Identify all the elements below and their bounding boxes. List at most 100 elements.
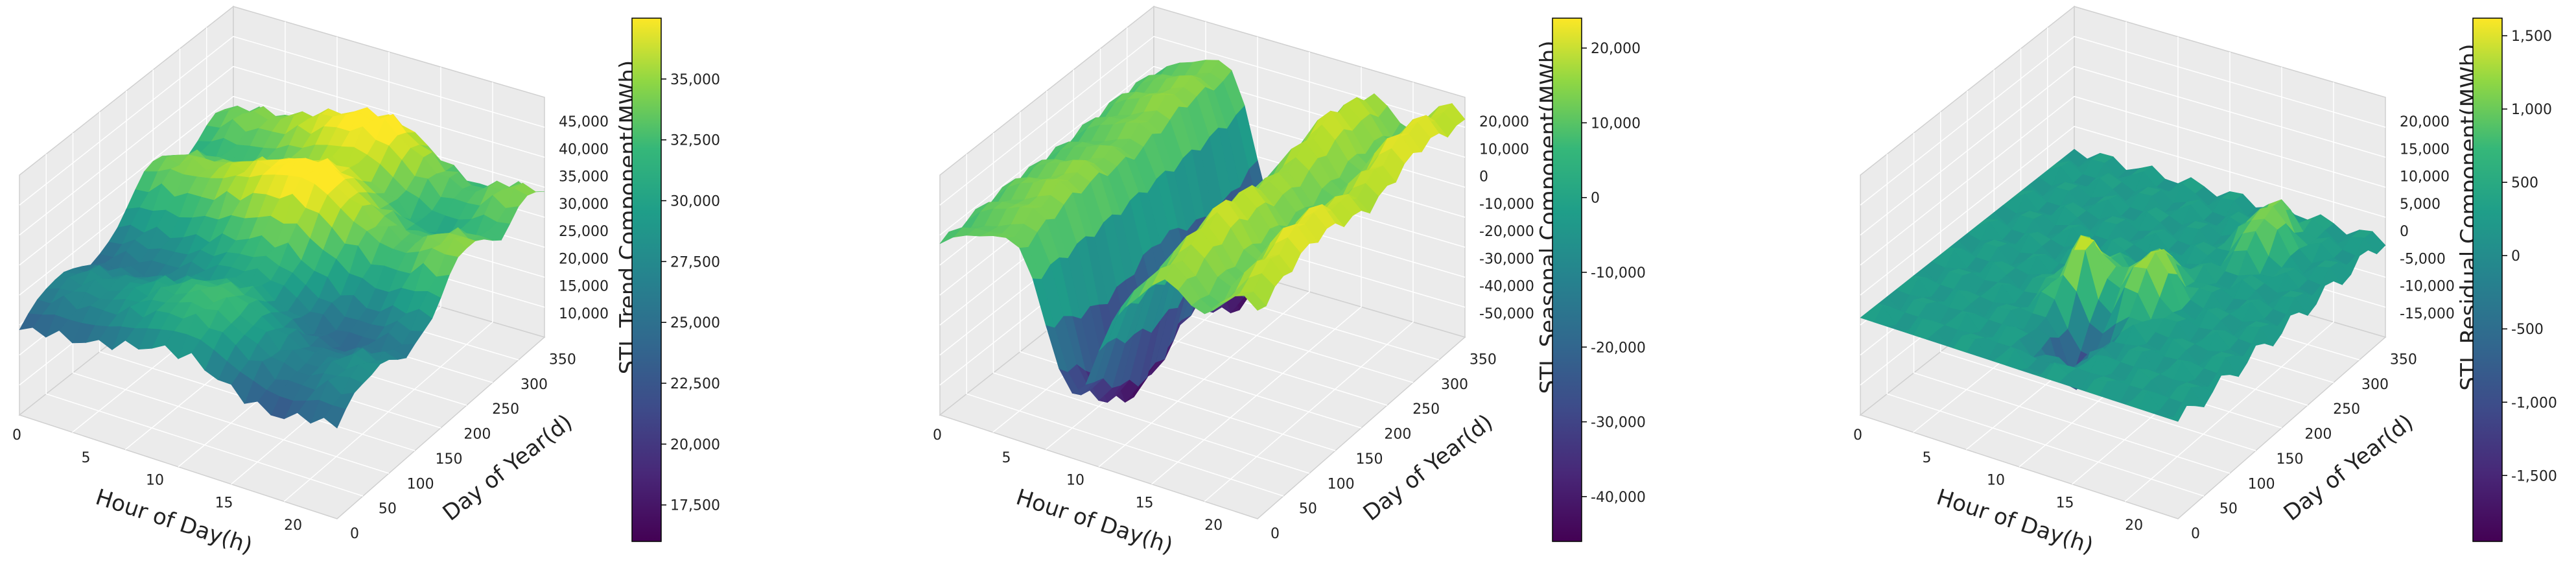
z-tick-label: 0 (1479, 169, 1488, 185)
colorbar-tick-label: -10,000 (1591, 265, 1646, 281)
y-gridline (1886, 154, 2205, 497)
z-tick-label: -10,000 (1479, 196, 1534, 213)
y-tick-label: 250 (492, 401, 519, 418)
y-tick-label: 350 (2390, 352, 2417, 368)
y-axis-label: Day of Year(d) (2279, 409, 2418, 526)
y-tick-label: 0 (1270, 526, 1280, 542)
z-tick-label: -40,000 (1479, 279, 1534, 295)
colorbar-tick-label: 17,500 (670, 498, 720, 514)
y-tick-label: 150 (1356, 451, 1383, 468)
y-tick-label: 150 (436, 451, 463, 468)
y-tick-label: 100 (407, 476, 434, 492)
trend-chart: 0510152005010015020025030035010,00015,00… (12, 5, 720, 559)
z-tick-label: 20,000 (559, 251, 609, 267)
z-tick-label: 15,000 (2400, 141, 2450, 158)
z-tick-label: 40,000 (559, 141, 609, 158)
y-tick-label: 200 (2304, 427, 2332, 443)
colorbar-tick-label: 1,000 (2511, 102, 2552, 118)
colorbar-tick-label: 0 (1591, 191, 1600, 207)
x-gridline (2124, 82, 2334, 502)
y-tick-label: 300 (2361, 377, 2389, 393)
z-tick-label: 20,000 (1479, 114, 1529, 130)
y-tick-label: 350 (549, 352, 576, 368)
x-tick-label: 10 (1987, 473, 2005, 489)
colorbar-tick-label: -20,000 (1591, 340, 1646, 356)
x-gridline (231, 67, 441, 485)
z-tick-label: -20,000 (1479, 224, 1534, 240)
y-tick-label: 250 (2333, 401, 2360, 418)
colorbar (2472, 18, 2503, 542)
y-tick-label: 50 (379, 501, 397, 517)
residual-chart: 05101520050100150200250300350-15,000-10,… (1853, 5, 2557, 559)
x-gridline (1204, 82, 1414, 502)
y-tick-label: 150 (2277, 451, 2304, 468)
x-tick-label: 0 (1853, 427, 1862, 444)
x-tick-label: 5 (82, 450, 91, 466)
z-tick-label: 10,000 (2400, 169, 2450, 185)
y-tick-label: 0 (350, 526, 359, 542)
x-tick-label: 10 (146, 473, 164, 489)
colorbar-tick-label: 30,000 (670, 194, 720, 210)
z-tick-label: -15,000 (2400, 306, 2455, 322)
x-tick-label: 15 (1136, 495, 1154, 511)
colorbar-tick-label: -1,500 (2511, 468, 2557, 484)
surface-patch (1860, 305, 1883, 323)
colorbar (1552, 18, 1582, 542)
colorbar-tick-label: 500 (2511, 175, 2538, 191)
x-tick-label: 20 (2125, 517, 2143, 534)
colorbar-tick-label: 20,000 (670, 437, 720, 453)
y-tick-label: 200 (1384, 427, 1411, 443)
y-tick-label: 350 (1469, 352, 1497, 368)
z-tick-label: 10,000 (1479, 141, 1529, 158)
y-tick-label: 50 (2219, 501, 2238, 517)
colorbar-tick-label: 35,000 (670, 72, 720, 88)
y-tick-label: 300 (1441, 377, 1468, 393)
colorbar-tick-label: 20,000 (1591, 41, 1641, 57)
colorbar-tick-label: -40,000 (1591, 490, 1646, 506)
y-tick-label: 0 (2191, 526, 2200, 542)
z-tick-label: 10,000 (559, 306, 609, 322)
surface-patch (939, 227, 963, 244)
z-tick-label: -5,000 (2400, 251, 2446, 267)
colorbar-tick-label: -30,000 (1591, 415, 1646, 431)
x-tick-label: 15 (215, 495, 233, 511)
x-tick-label: 10 (1066, 473, 1084, 489)
z-tick-label: -30,000 (1479, 251, 1534, 267)
x-tick-label: 0 (12, 427, 21, 444)
y-axis-label: Day of Year(d) (438, 409, 578, 526)
y-axis-label: Day of Year(d) (1359, 409, 1498, 526)
colorbar-tick-label: 32,500 (670, 133, 720, 149)
z-tick-label: 20,000 (2400, 114, 2450, 130)
y-gridline (72, 133, 390, 474)
z-tick-label: 5,000 (2400, 196, 2441, 213)
colorbar-tick-label: -500 (2511, 322, 2544, 338)
y-gridline (1913, 133, 2231, 474)
y-tick-label: 200 (463, 427, 491, 443)
x-tick-label: 15 (2056, 495, 2074, 511)
colorbar-tick-label: 22,500 (670, 376, 720, 392)
colorbar-tick-label: 10,000 (1591, 115, 1641, 132)
z-tick-label: 0 (2400, 224, 2409, 240)
colorbar-tick-label: 25,000 (670, 315, 720, 331)
colorbar-tick-label: 27,500 (670, 254, 720, 270)
y-gridline (1940, 112, 2256, 451)
colorbar-tick-label: -1,000 (2511, 395, 2557, 411)
seasonal-chart: 05101520050100150200250300350-50,000-40,… (933, 5, 1646, 559)
x-tick-label: 5 (1002, 450, 1011, 466)
y-gridline (45, 154, 364, 497)
z-tick-label: -50,000 (1479, 306, 1534, 322)
z-tick-label: 25,000 (559, 224, 609, 240)
colorbar-tick-label: 1,500 (2511, 29, 2552, 45)
surface-patch (19, 313, 42, 331)
y-tick-label: 100 (2248, 476, 2275, 492)
y-tick-label: 300 (521, 377, 548, 393)
x-tick-label: 20 (284, 517, 302, 534)
x-tick-label: 20 (1204, 517, 1223, 534)
x-gridline (283, 82, 493, 502)
y-tick-label: 100 (1328, 476, 1355, 492)
z-tick-label: 35,000 (559, 169, 609, 185)
z-tick-label: -10,000 (2400, 279, 2455, 295)
y-tick-label: 250 (1412, 401, 1440, 418)
colorbar (631, 18, 662, 542)
